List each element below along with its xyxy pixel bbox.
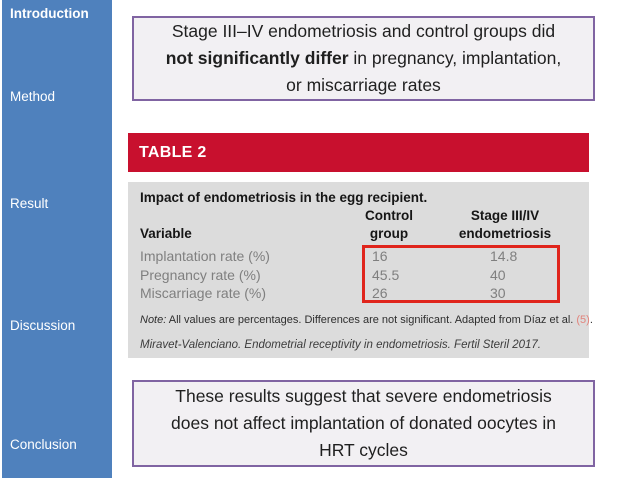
table-row: Pregnancy rate (%) 45.5 40: [128, 267, 589, 286]
sidebar: Introduction Method Result Discussion Co…: [2, 0, 112, 478]
row-stage-value: 40: [490, 266, 506, 283]
column-header-variable: Variable: [140, 226, 192, 241]
row-stage-value: 30: [490, 285, 506, 302]
row-control-value: 45.5: [372, 266, 400, 283]
citation-link[interactable]: (5): [576, 314, 590, 326]
bottom-callout-line2: does not affect implantation of donated …: [171, 413, 556, 433]
bottom-callout-line3: HRT cycles: [319, 440, 408, 460]
column-header-stage-endometriosis: Stage III/IV endometriosis: [458, 208, 552, 241]
row-variable: Pregnancy rate (%): [140, 266, 261, 283]
table-row: Miscarriage rate (%) 26 30: [128, 285, 589, 304]
table-body: Impact of endometriosis in the egg recip…: [128, 182, 593, 358]
bottom-callout-box: These results suggest that severe endome…: [132, 380, 595, 467]
row-stage-value: 14.8: [490, 248, 518, 264]
table-source-line: Miravet-Valenciano. Endometrial receptiv…: [140, 339, 541, 351]
sidebar-item-result[interactable]: Result: [10, 196, 49, 211]
table-note: Note: All values are percentages. Differ…: [140, 314, 593, 326]
top-callout-line3: or miscarriage rates: [286, 75, 441, 95]
top-callout-box: Stage III–IV endometriosis and control g…: [132, 16, 595, 101]
bottom-callout-line1: These results suggest that severe endome…: [175, 386, 552, 406]
sidebar-item-conclusion[interactable]: Conclusion: [10, 437, 77, 452]
table-title: TABLE 2: [139, 143, 207, 161]
sidebar-item-discussion[interactable]: Discussion: [10, 318, 76, 333]
column-header-control-group: Control group: [365, 208, 413, 241]
sidebar-item-method[interactable]: Method: [10, 89, 56, 104]
top-callout-line2: not significantly differ in pregnancy, i…: [165, 48, 562, 68]
row-variable: Implantation rate (%): [140, 248, 270, 264]
row-control-value: 16: [372, 248, 388, 264]
row-control-value: 26: [372, 285, 388, 302]
table-title-bar: TABLE 2: [128, 133, 589, 172]
table-caption: Impact of endometriosis in the egg recip…: [140, 190, 428, 205]
table-rows: Implantation rate (%) 16 14.8 Pregnancy …: [128, 248, 589, 304]
sidebar-item-introduction[interactable]: Introduction: [10, 6, 89, 21]
top-callout-line1: Stage III–IV endometriosis and control g…: [171, 21, 556, 41]
row-variable: Miscarriage rate (%): [140, 285, 267, 302]
table-row: Implantation rate (%) 16 14.8: [128, 248, 589, 267]
